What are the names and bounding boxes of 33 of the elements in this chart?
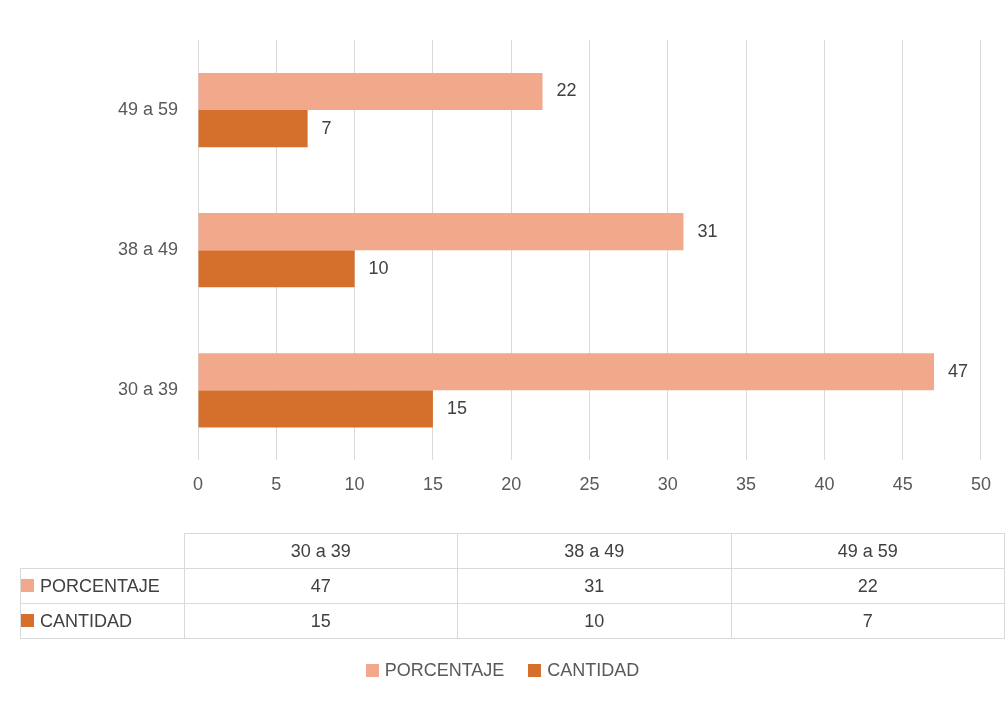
x-tick-label: 45 bbox=[892, 474, 913, 495]
legend-label: PORCENTAJE bbox=[20, 568, 184, 604]
x-tick-label: 40 bbox=[814, 474, 835, 495]
x-tick-label: 5 bbox=[271, 474, 282, 495]
x-tick-label: 0 bbox=[192, 474, 204, 495]
data-label: 15 bbox=[446, 397, 467, 418]
x-tick-label: 10 bbox=[344, 474, 365, 495]
category-label: 30 a 39 bbox=[290, 540, 351, 561]
y-tick-label: 38 a 49 bbox=[117, 239, 178, 260]
x-tick-label: 50 bbox=[970, 474, 991, 495]
legend-label: CANTIDAD bbox=[20, 603, 184, 639]
x-tick-label: 25 bbox=[579, 474, 600, 495]
data-label: 7 bbox=[321, 117, 332, 138]
text: PORCENTAJE bbox=[384, 660, 505, 680]
text: 10 bbox=[457, 603, 731, 639]
x-tick-label: 20 bbox=[501, 474, 522, 495]
category-label: 38 a 49 bbox=[564, 540, 625, 561]
text: 22 bbox=[731, 568, 1005, 604]
x-tick-label: 35 bbox=[736, 474, 757, 495]
x-tick-label: 30 bbox=[657, 474, 678, 495]
data-label: 22 bbox=[556, 80, 577, 101]
data-label: 10 bbox=[368, 257, 389, 278]
data-label: 47 bbox=[948, 360, 969, 381]
text: 7 bbox=[731, 603, 1005, 639]
text: CANTIDAD bbox=[547, 660, 640, 680]
text: 31 bbox=[457, 568, 731, 604]
data-label: 31 bbox=[697, 220, 718, 241]
y-tick-label: 30 a 39 bbox=[117, 379, 178, 400]
text: 15 bbox=[184, 603, 458, 639]
text: 47 bbox=[184, 568, 458, 604]
y-tick-label: 49 a 59 bbox=[117, 99, 178, 120]
category-label: 49 a 59 bbox=[837, 540, 898, 561]
x-tick-label: 15 bbox=[422, 474, 443, 495]
